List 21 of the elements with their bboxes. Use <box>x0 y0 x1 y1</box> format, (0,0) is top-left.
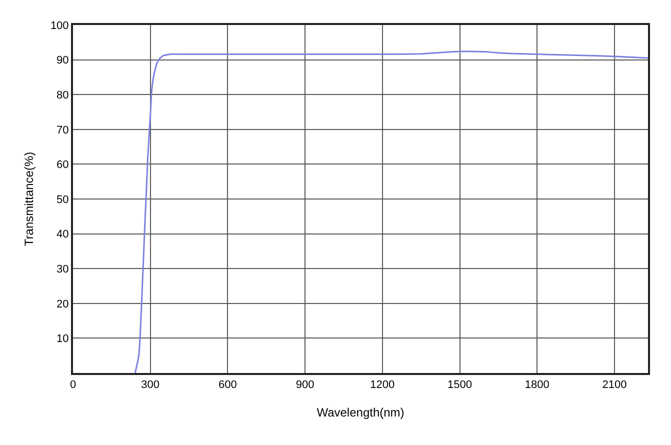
x-tick-label: 600 <box>218 379 237 392</box>
y-tick-label: 60 <box>56 159 69 172</box>
y-tick-label: 100 <box>50 20 69 32</box>
y-tick-label: 10 <box>56 333 69 346</box>
x-tick-label: 300 <box>141 379 160 392</box>
x-tick-label: 900 <box>296 379 314 392</box>
y-tick-label: 20 <box>56 298 69 310</box>
y-axis-title: Transmittance(%) <box>22 152 36 246</box>
y-tick-label: 50 <box>56 194 69 206</box>
x-tick-label: 0 <box>70 379 76 392</box>
x-tick-label: 1800 <box>524 379 550 392</box>
x-axis-title: Wavelength(nm) <box>316 406 404 420</box>
y-tick-label: 80 <box>56 89 69 102</box>
y-tick-label: 90 <box>56 54 69 67</box>
y-tick-label: 30 <box>56 263 69 276</box>
x-tick-label: 1500 <box>448 379 472 392</box>
y-tick-label: 70 <box>56 124 69 136</box>
y-tick-label: 40 <box>56 228 69 241</box>
x-tick-label: 2100 <box>602 379 627 392</box>
x-tick-label: 1200 <box>370 379 395 392</box>
line-series <box>134 50 648 373</box>
